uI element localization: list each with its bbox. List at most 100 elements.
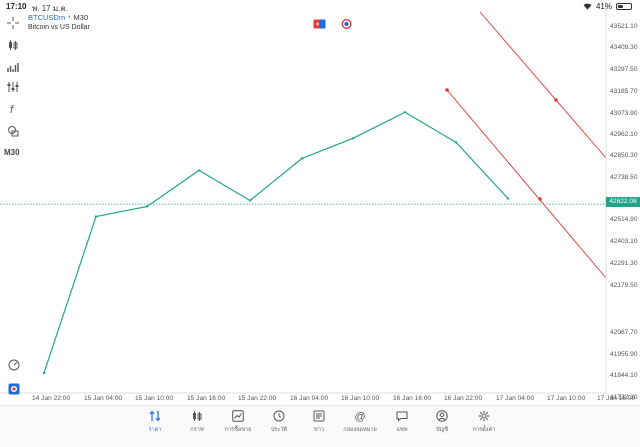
settings-sliders-icon[interactable]: [6, 80, 20, 94]
price-tick-label: 41955.90: [610, 351, 638, 358]
status-time: 17:10: [6, 2, 27, 11]
nav-label-news: ข่าว: [313, 427, 325, 433]
broker-logo-icon[interactable]: [7, 382, 21, 396]
trade-icon: [232, 410, 244, 422]
price-tick-label: 43185.70: [610, 88, 638, 95]
trend-anchor-point: [554, 98, 558, 102]
trend-channel-upper-line: [479, 11, 607, 159]
trend-anchor-point: [538, 197, 542, 201]
time-tick-label: 17 Jan 04:00: [496, 395, 535, 402]
time-tick-label: 15 Jan 22:00: [238, 395, 277, 402]
time-tick-label: 17 Jan 16:00: [597, 395, 636, 402]
trend-anchor-point: [445, 88, 449, 92]
status-date: พ. 17 ม.ค.: [32, 4, 68, 13]
price-point: [197, 169, 201, 172]
nav-chat[interactable]: แชท: [380, 410, 424, 434]
battery-percent: 41%: [595, 2, 612, 11]
time-tick-label: 14 Jan 22:00: [32, 395, 71, 402]
nav-label-account: บัญชี: [435, 427, 449, 433]
nav-mailbox[interactable]: @ กล่องจดหมาย: [338, 410, 382, 434]
time-tick-label: 15 Jan 16:00: [187, 395, 226, 402]
trend-channel-lower-line: [446, 89, 607, 279]
timeframe-selector[interactable]: M30: [4, 148, 20, 157]
price-tick-label: 42291.30: [610, 260, 638, 267]
trade-panel-icon[interactable]: [313, 19, 326, 29]
price-tick-label: 41732.30: [610, 394, 638, 401]
nav-settings[interactable]: การตั้งค่า: [462, 410, 506, 434]
symbol-separator: •: [68, 14, 71, 21]
price-point: [42, 371, 46, 375]
account-icon: [436, 410, 448, 422]
one-click-trading-icon[interactable]: [340, 19, 353, 29]
nav-label-chart: กราฟ: [190, 427, 204, 433]
symbol-description: Bitcoin vs US Dollar: [28, 24, 90, 31]
price-tick-label: 43297.50: [610, 66, 638, 73]
mailbox-icon: @: [355, 411, 366, 422]
price-series-line: [43, 111, 509, 374]
time-tick-label: 17 Jan 10:00: [547, 395, 586, 402]
chart-type-icon[interactable]: [6, 38, 20, 52]
price-tick-label: 42962.10: [610, 131, 638, 138]
nav-news[interactable]: ข่าว: [297, 410, 341, 434]
time-tick-label: 16 Jan 04:00: [290, 395, 329, 402]
time-axis: 14 Jan 22:00 15 Jan 04:00 15 Jan 10:00 15 J…: [0, 393, 640, 405]
price-chart[interactable]: [0, 0, 640, 405]
price-axis: 43521.10 43409.30 43297.50 43185.70 43073.90…: [608, 0, 640, 405]
price-point: [300, 157, 304, 160]
nav-account[interactable]: บัญชี: [420, 410, 464, 434]
price-point: [94, 215, 98, 218]
price-point: [351, 137, 355, 140]
price-tick-label: 42514.90: [610, 216, 638, 223]
nav-label-settings: การตั้งค่า: [472, 427, 496, 433]
nav-trade[interactable]: การซื้อขาย: [216, 410, 260, 434]
symbol-name[interactable]: BTCUSDm: [28, 13, 66, 22]
price-tick-label: 43409.30: [610, 44, 638, 51]
price-tick-label: 43521.10: [610, 23, 638, 30]
history-icon: [273, 410, 285, 422]
nav-quotes[interactable]: ราคา: [133, 410, 177, 434]
price-tick-label: 42067.70: [610, 329, 638, 336]
objects-icon[interactable]: [6, 124, 20, 138]
nav-label-history: ประวัติ: [270, 427, 288, 433]
price-tick-label: 43073.90: [610, 110, 638, 117]
current-price-badge: 42622.08: [606, 197, 640, 207]
speedometer-icon[interactable]: [7, 358, 21, 372]
crosshair-icon[interactable]: [6, 16, 20, 30]
time-tick-label: 16 Jan 10:00: [341, 395, 380, 402]
time-tick-label: 16 Jan 16:00: [393, 395, 432, 402]
price-point: [145, 205, 149, 208]
nav-label-mailbox: กล่องจดหมาย: [343, 427, 377, 433]
svg-text:@: @: [355, 411, 366, 422]
nav-history[interactable]: ประวัติ: [257, 410, 301, 434]
time-tick-label: 15 Jan 04:00: [84, 395, 123, 402]
price-point: [506, 197, 510, 200]
price-point: [248, 199, 252, 202]
bottom-nav: ราคา กราฟ การซื้อขาย ประวัติ ข่าว @ กล่อ…: [0, 405, 640, 447]
symbol-timeframe: M30: [73, 13, 89, 22]
nav-chart[interactable]: กราฟ: [175, 410, 219, 434]
chart-icon: [193, 411, 202, 421]
wifi-icon: [583, 3, 592, 10]
news-icon: [313, 410, 325, 422]
time-tick-label: 16 Jan 22:00: [444, 395, 483, 402]
status-bar: 17:10 พ. 17 ม.ค. 41%: [0, 0, 640, 13]
nav-label-quotes: ราคา: [148, 427, 162, 433]
settings-icon: [478, 410, 490, 422]
nav-label-trade: การซื้อขาย: [224, 427, 252, 433]
indicators-icon[interactable]: [6, 60, 20, 74]
price-point: [403, 111, 407, 114]
chart-area[interactable]: [0, 0, 640, 405]
time-tick-label: 15 Jan 10:00: [135, 395, 174, 402]
price-tick-label: 42179.50: [610, 282, 638, 289]
chat-icon: [396, 411, 408, 422]
quotes-icon: [149, 410, 161, 422]
price-tick-label: 42403.10: [610, 238, 638, 245]
price-point: [454, 141, 458, 144]
price-tick-label: 42738.50: [610, 174, 638, 181]
nav-label-chat: แชท: [396, 427, 408, 433]
price-tick-label: 42850.30: [610, 152, 638, 159]
price-tick-label: 41844.10: [610, 372, 638, 379]
function-icon[interactable]: f: [6, 102, 20, 116]
symbol-info: BTCUSDm • M30 Bitcoin vs US Dollar: [28, 13, 90, 31]
svg-text:f: f: [10, 104, 14, 115]
